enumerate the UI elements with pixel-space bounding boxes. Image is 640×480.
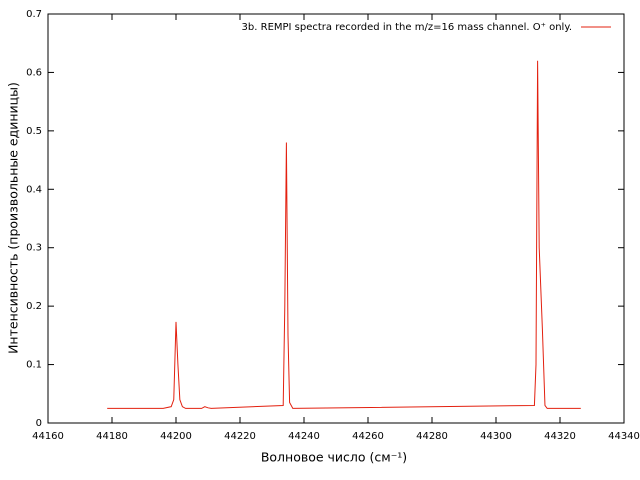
x-tick-label: 44280 (416, 431, 448, 442)
x-tick-label: 44240 (288, 431, 320, 442)
x-tick-label: 44340 (608, 431, 640, 442)
y-tick-label: 0.4 (26, 184, 42, 195)
data-line (107, 60, 581, 409)
y-tick-label: 0.5 (26, 126, 42, 137)
y-axis-label: Интенсивность (произвольные единицы) (6, 82, 21, 354)
x-tick-label: 44300 (480, 431, 512, 442)
y-tick-label: 0.6 (26, 67, 42, 78)
y-tick-label: 0.2 (26, 301, 42, 312)
x-tick-label: 44320 (544, 431, 576, 442)
y-tick-label: 0.7 (26, 9, 42, 20)
y-tick-label: 0.3 (26, 243, 42, 254)
legend-label: 3b. REMPI spectra recorded in the m/z=16… (242, 22, 572, 33)
y-tick-label: 0.1 (26, 360, 42, 371)
x-tick-label: 44200 (160, 431, 192, 442)
x-tick-label: 44160 (32, 431, 64, 442)
x-tick-label: 44220 (224, 431, 256, 442)
x-axis-label: Волновое число (см⁻¹) (261, 450, 407, 465)
plot-border (47, 13, 625, 424)
x-tick-label: 44180 (96, 431, 128, 442)
x-tick-label: 44260 (352, 431, 384, 442)
y-tick-label: 0 (36, 418, 42, 429)
